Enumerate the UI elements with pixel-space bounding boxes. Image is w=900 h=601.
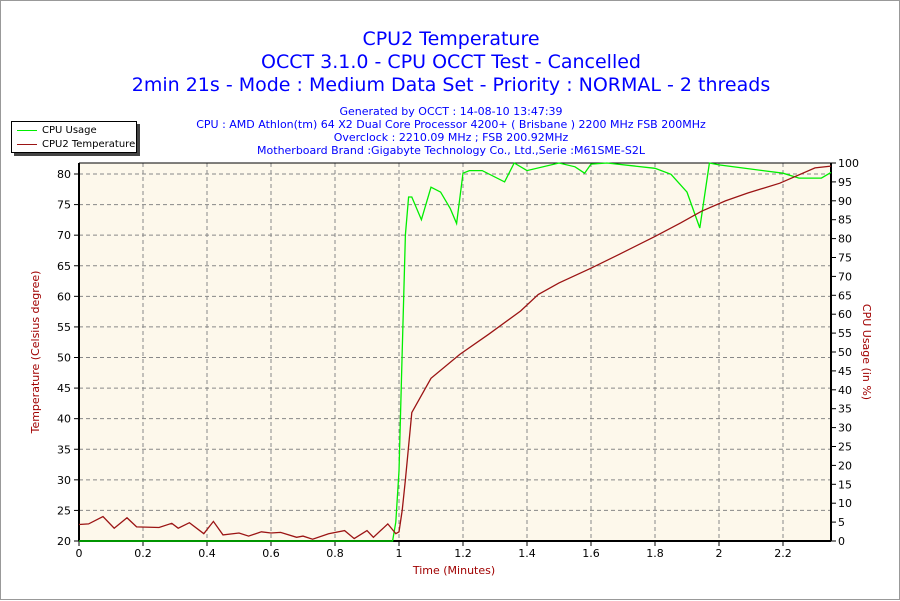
y2-tick-label: 70 <box>838 270 852 283</box>
y2-tick-label: 0 <box>838 535 845 548</box>
y-axis-label: Temperature (Celsius degree) <box>29 271 42 435</box>
y2-tick-label: 35 <box>838 403 852 416</box>
legend-item-cpu2-temperature: CPU2 Temperature <box>17 138 135 151</box>
generated-info: Generated by OCCT : 14-08-10 13:47:39 <box>339 105 563 118</box>
x-tick-label: 0 <box>76 547 83 560</box>
legend-swatch <box>17 130 37 131</box>
chart-details: 2min 21s - Mode : Medium Data Set - Prio… <box>131 74 771 96</box>
y2-tick-label: 25 <box>838 441 852 454</box>
y2-tick-label: 85 <box>838 214 852 227</box>
y2-tick-label: 45 <box>838 365 852 378</box>
chart-subtitle: OCCT 3.1.0 - CPU OCCT Test - Cancelled <box>261 51 641 73</box>
x-tick-label: 1.8 <box>646 547 664 560</box>
x-tick-label: 2.2 <box>774 547 792 560</box>
plot-background <box>79 163 831 541</box>
cpu-info: CPU : AMD Athlon(tm) 64 X2 Dual Core Pro… <box>196 118 706 131</box>
y-tick-label: 40 <box>57 413 71 426</box>
cpu2-temperature-line <box>78 165 832 540</box>
y2-tick-label: 30 <box>838 422 852 435</box>
y2-tick-label: 50 <box>838 346 852 359</box>
y2-tick-label: 95 <box>838 176 852 189</box>
y2-tick-label: 15 <box>838 478 852 491</box>
y-tick-label: 50 <box>57 352 71 365</box>
y-tick-label: 25 <box>57 504 71 517</box>
x-tick-label: 0.4 <box>198 547 216 560</box>
overclock-info: Overclock : 2210.09 MHz ; FSB 200.92MHz <box>333 131 569 144</box>
x-tick-label: 1 <box>396 547 403 560</box>
y2-tick-label: 10 <box>838 497 852 510</box>
x-tick-label: 0.8 <box>326 547 344 560</box>
axes: 0 0.2 0.4 0.6 0.8 1 1.2 1.4 1.6 1.8 2 2.2 20 25 30 35 40… <box>57 157 859 560</box>
y-tick-label: 30 <box>57 474 71 487</box>
legend: CPU Usage CPU2 Temperature <box>11 121 137 153</box>
x-axis-label: Time (Minutes) <box>412 564 495 577</box>
y-tick-label: 75 <box>57 199 71 212</box>
y2-tick-label: 5 <box>838 516 845 529</box>
y-tick-label: 70 <box>57 229 71 242</box>
y-tick-label: 60 <box>57 290 71 303</box>
y-tick-label: 55 <box>57 321 71 334</box>
y2-tick-label: 40 <box>838 384 852 397</box>
y-tick-label: 65 <box>57 260 71 273</box>
motherboard-info: Motherboard Brand :Gigabyte Technology C… <box>257 144 645 157</box>
legend-label: CPU2 Temperature <box>42 139 136 150</box>
x-tick-label: 0.2 <box>134 547 152 560</box>
x-tick-label: 1.4 <box>518 547 536 560</box>
y2-axis-label: CPU Usage (in %) <box>860 304 873 400</box>
legend-label: CPU Usage <box>42 125 97 136</box>
y2-tick-label: 75 <box>838 252 852 265</box>
x-tick-label: 0.6 <box>262 547 280 560</box>
cpu-usage-line <box>79 162 832 542</box>
y2-tick-label: 90 <box>838 195 852 208</box>
y2-tick-label: 65 <box>838 289 852 302</box>
grid <box>79 163 831 542</box>
chart-title: CPU2 Temperature <box>362 28 540 50</box>
y-tick-label: 35 <box>57 443 71 456</box>
y2-tick-label: 20 <box>838 459 852 472</box>
x-tick-label: 2 <box>716 547 723 560</box>
legend-swatch <box>17 144 37 145</box>
series-lines <box>78 162 832 542</box>
legend-item-cpu-usage: CPU Usage <box>17 124 97 137</box>
y2-tick-label: 55 <box>838 327 852 340</box>
x-tick-label: 1.6 <box>582 547 600 560</box>
y-tick-label: 45 <box>57 382 71 395</box>
y2-tick-label: 100 <box>838 157 859 170</box>
y2-tick-label: 60 <box>838 308 852 321</box>
y-tick-label: 20 <box>57 535 71 548</box>
y-tick-label: 80 <box>57 168 71 181</box>
y2-tick-label: 80 <box>838 233 852 246</box>
x-tick-label: 1.2 <box>454 547 472 560</box>
